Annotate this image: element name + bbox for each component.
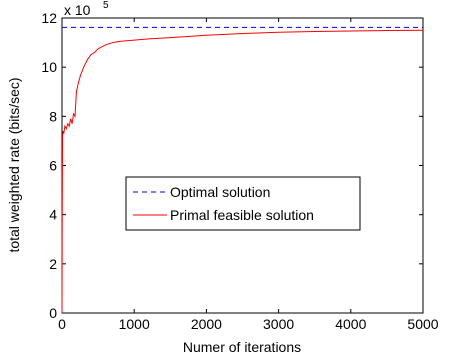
y-multiplier-base: x 10 — [64, 2, 91, 18]
y-tick-label: 2 — [49, 256, 57, 272]
x-tick-label: 0 — [58, 316, 66, 332]
legend-label-optimal: Optimal solution — [170, 184, 270, 200]
legend: Optimal solution Primal feasible solutio… — [125, 176, 361, 231]
y-tick-label: 12 — [41, 10, 57, 26]
y-tick-label: 10 — [41, 59, 57, 75]
x-tick-label: 2000 — [191, 316, 222, 332]
y-multiplier-exponent: 5 — [103, 0, 109, 11]
y-tick-label: 6 — [49, 158, 57, 174]
y-axis-label: total weighted rate (bits/sec) — [6, 77, 22, 252]
x-axis-label: Numer of iterations — [183, 339, 301, 355]
y-tick-label: 0 — [49, 305, 57, 321]
plot-frame — [61, 17, 424, 314]
y-tick-label: 8 — [49, 108, 57, 124]
x-tick-label: 5000 — [407, 316, 438, 332]
legend-label-primal: Primal feasible solution — [170, 207, 314, 223]
ticks: 0 1000 2000 3000 4000 5000 0 2 4 6 8 10 12 — [41, 10, 438, 332]
primal-feasible-solution-line — [61, 29, 424, 314]
legend-box — [125, 176, 361, 231]
x-tick-label: 4000 — [335, 316, 366, 332]
x-tick-label: 3000 — [263, 316, 294, 332]
x-tick-label: 1000 — [119, 316, 150, 332]
y-tick-label: 4 — [49, 207, 57, 223]
series-group — [61, 26, 424, 314]
